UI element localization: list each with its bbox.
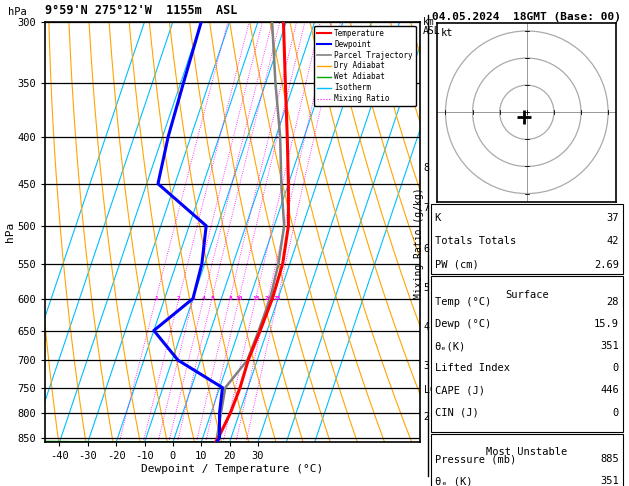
Text: Mixing Ratio (g/kg): Mixing Ratio (g/kg) <box>414 187 424 299</box>
Legend: Temperature, Dewpoint, Parcel Trajectory, Dry Adiabat, Wet Adiabat, Isotherm, Mi: Temperature, Dewpoint, Parcel Trajectory… <box>314 26 416 106</box>
Text: θₑ(K): θₑ(K) <box>435 341 466 351</box>
Text: km
ASL: km ASL <box>423 17 440 36</box>
Text: hPa: hPa <box>8 7 26 17</box>
Text: 10: 10 <box>235 296 243 301</box>
Text: 42: 42 <box>606 236 619 246</box>
Text: 7: 7 <box>424 203 430 213</box>
Text: © weatheronline.co.uk: © weatheronline.co.uk <box>470 470 583 480</box>
Text: 5: 5 <box>424 283 430 294</box>
Y-axis label: hPa: hPa <box>5 222 14 242</box>
Text: 2: 2 <box>424 412 430 422</box>
Text: Totals Totals: Totals Totals <box>435 236 516 246</box>
X-axis label: Dewpoint / Temperature (°C): Dewpoint / Temperature (°C) <box>142 464 323 474</box>
Text: 3: 3 <box>424 361 430 371</box>
Text: 9°59'N 275°12'W  1155m  ASL: 9°59'N 275°12'W 1155m ASL <box>45 4 238 17</box>
Text: 3: 3 <box>191 296 195 301</box>
Text: LCL: LCL <box>424 385 442 395</box>
Text: 20: 20 <box>264 296 272 301</box>
Text: Lifted Index: Lifted Index <box>435 363 509 373</box>
Text: Most Unstable: Most Unstable <box>486 448 567 457</box>
Text: 351: 351 <box>600 341 619 351</box>
Text: 37: 37 <box>606 213 619 223</box>
Text: 4: 4 <box>202 296 206 301</box>
Text: 6: 6 <box>424 244 430 254</box>
Text: 15.9: 15.9 <box>594 319 619 329</box>
Text: CIN (J): CIN (J) <box>435 408 479 417</box>
Text: Temp (°C): Temp (°C) <box>435 296 491 307</box>
Text: 0: 0 <box>613 408 619 417</box>
Text: 8: 8 <box>424 163 430 174</box>
Text: 4: 4 <box>424 322 430 332</box>
Text: θₑ (K): θₑ (K) <box>435 476 472 486</box>
Text: K: K <box>435 213 441 223</box>
Text: 5: 5 <box>210 296 214 301</box>
Text: 28: 28 <box>606 296 619 307</box>
Text: CAPE (J): CAPE (J) <box>435 385 484 396</box>
Text: 0: 0 <box>613 363 619 373</box>
Text: 351: 351 <box>600 476 619 486</box>
Text: 15: 15 <box>252 296 260 301</box>
Text: Surface: Surface <box>505 290 548 300</box>
Text: 25: 25 <box>274 296 281 301</box>
Text: PW (cm): PW (cm) <box>435 260 479 270</box>
Text: kt: kt <box>441 28 454 38</box>
Text: 2.69: 2.69 <box>594 260 619 270</box>
Text: 885: 885 <box>600 454 619 464</box>
Text: 04.05.2024  18GMT (Base: 00): 04.05.2024 18GMT (Base: 00) <box>432 12 621 22</box>
Text: Dewp (°C): Dewp (°C) <box>435 319 491 329</box>
Text: Pressure (mb): Pressure (mb) <box>435 454 516 464</box>
Text: 1: 1 <box>154 296 158 301</box>
Text: 446: 446 <box>600 385 619 396</box>
Text: 8: 8 <box>228 296 232 301</box>
Text: 2: 2 <box>177 296 181 301</box>
